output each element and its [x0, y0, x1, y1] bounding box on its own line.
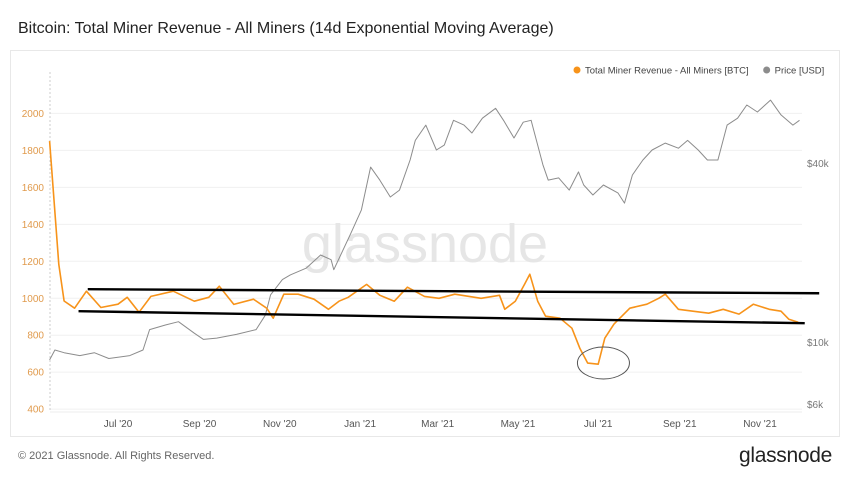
chart-card	[10, 50, 840, 437]
y-left-tick-label: 800	[27, 331, 44, 342]
y-left-tick-label: 2000	[22, 109, 45, 120]
legend-label[interactable]: Price [USD]	[775, 66, 825, 77]
legend-marker	[763, 66, 771, 74]
miner-revenue-line	[48, 141, 799, 365]
y-left-tick-label: 1400	[22, 220, 45, 231]
legend: Total Miner Revenue - All Miners [BTC] Pr…	[573, 66, 825, 77]
y-left-tick-label: 600	[27, 368, 44, 379]
watermark: glassnode	[302, 214, 548, 274]
axes: 400 600 800 1000 1200 1400 1600 1800 2000 $6k $10k…	[22, 72, 830, 430]
price-line	[49, 99, 800, 361]
trendline	[87, 287, 820, 295]
annotations	[78, 287, 820, 380]
x-tick-label: Jan '21	[344, 419, 376, 430]
gridlines	[50, 112, 802, 410]
x-tick-label: Jul '21	[584, 419, 613, 430]
legend-marker	[573, 66, 581, 74]
y-right-tick-label: $40k	[807, 159, 830, 170]
trendline	[78, 309, 805, 325]
x-tick-label: Nov '20	[263, 419, 297, 430]
y-right-tick-label: $10k	[807, 338, 830, 349]
y-left-tick-label: 1000	[22, 294, 45, 305]
copyright: © 2021 Glassnode. All Rights Reserved.	[18, 450, 215, 462]
y-left-tick-label: 400	[27, 405, 44, 416]
y-right-tick-label: $6k	[807, 400, 824, 411]
x-tick-label: Sep '20	[183, 419, 217, 430]
x-tick-label: May '21	[501, 419, 536, 430]
highlight-ellipse	[576, 346, 630, 380]
x-tick-label: Mar '21	[421, 419, 454, 430]
y-left-tick-label: 1200	[22, 257, 45, 268]
legend-label[interactable]: Total Miner Revenue - All Miners [BTC]	[585, 66, 749, 77]
glassnode-logo[interactable]: glassnode	[738, 444, 832, 467]
y-left-tick-label: 1800	[22, 146, 45, 157]
x-tick-label: Jul '20	[104, 419, 133, 430]
x-tick-label: Nov '21	[743, 419, 777, 430]
y-left-tick-label: 1600	[22, 183, 45, 194]
x-tick-label: Sep '21	[663, 419, 697, 430]
chart-title: Bitcoin: Total Miner Revenue - All Miner…	[18, 20, 554, 37]
series-layer	[48, 99, 800, 365]
